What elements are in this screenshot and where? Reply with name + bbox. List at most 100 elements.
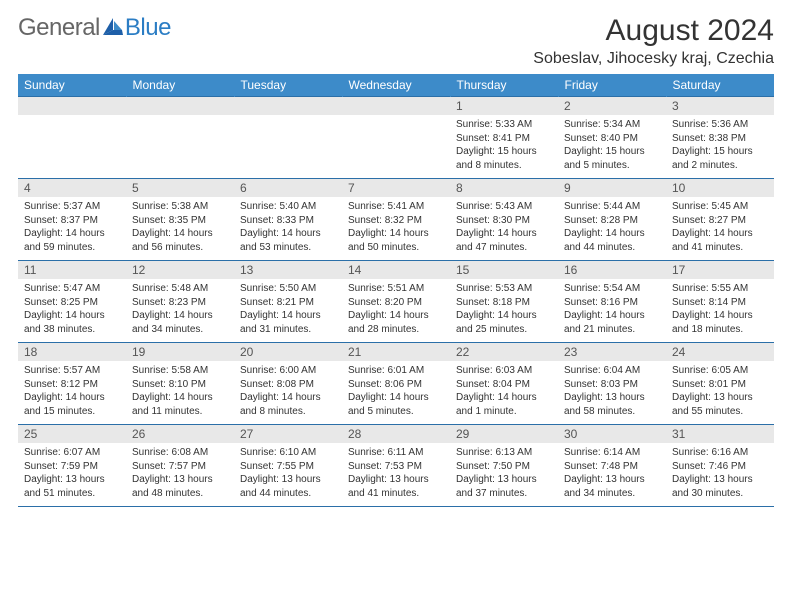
day-data-line: Sunset: 8:04 PM: [456, 378, 552, 392]
day-data-line: Daylight: 13 hours: [456, 473, 552, 487]
day-number: 12: [126, 261, 234, 280]
day-data-line: and 15 minutes.: [24, 405, 120, 419]
day-data: [126, 115, 234, 179]
brand-word-general: General: [18, 14, 100, 42]
day-data-line: Sunset: 7:46 PM: [672, 460, 768, 474]
day-data-line: and 18 minutes.: [672, 323, 768, 337]
day-data: Sunrise: 5:47 AMSunset: 8:25 PMDaylight:…: [18, 279, 126, 343]
day-data-line: Daylight: 14 hours: [24, 227, 120, 241]
day-data-line: Sunset: 7:57 PM: [132, 460, 228, 474]
day-data-line: and 38 minutes.: [24, 323, 120, 337]
day-data-line: Daylight: 15 hours: [456, 145, 552, 159]
day-number: 10: [666, 179, 774, 198]
day-data-line: and 53 minutes.: [240, 241, 336, 255]
day-data-line: and 41 minutes.: [348, 487, 444, 501]
day-data-line: and 5 minutes.: [348, 405, 444, 419]
day-data-line: and 37 minutes.: [456, 487, 552, 501]
day-data-line: and 56 minutes.: [132, 241, 228, 255]
day-data-line: Sunset: 7:48 PM: [564, 460, 660, 474]
day-data-line: Sunset: 8:28 PM: [564, 214, 660, 228]
page-header: General Blue August 2024 Sobeslav, Jihoc…: [18, 14, 774, 68]
day-data-line: and 28 minutes.: [348, 323, 444, 337]
day-data-line: Sunrise: 5:57 AM: [24, 364, 120, 378]
day-data-line: Sunrise: 5:45 AM: [672, 200, 768, 214]
day-data-line: Sunset: 8:21 PM: [240, 296, 336, 310]
day-data-line: Sunrise: 5:58 AM: [132, 364, 228, 378]
day-data: Sunrise: 5:48 AMSunset: 8:23 PMDaylight:…: [126, 279, 234, 343]
dayhead-sat: Saturday: [666, 74, 774, 97]
week-data-row: Sunrise: 6:07 AMSunset: 7:59 PMDaylight:…: [18, 443, 774, 506]
brand-logo: General Blue: [18, 14, 171, 42]
day-data-line: Sunset: 7:50 PM: [456, 460, 552, 474]
title-block: August 2024 Sobeslav, Jihocesky kraj, Cz…: [533, 14, 774, 68]
day-number: 2: [558, 97, 666, 116]
day-data: Sunrise: 6:10 AMSunset: 7:55 PMDaylight:…: [234, 443, 342, 506]
day-number: [126, 97, 234, 116]
day-number: 9: [558, 179, 666, 198]
day-data: Sunrise: 5:55 AMSunset: 8:14 PMDaylight:…: [666, 279, 774, 343]
day-data-line: Daylight: 13 hours: [132, 473, 228, 487]
day-data-line: Daylight: 14 hours: [564, 227, 660, 241]
day-data-line: and 51 minutes.: [24, 487, 120, 501]
day-data: Sunrise: 6:04 AMSunset: 8:03 PMDaylight:…: [558, 361, 666, 425]
day-data: Sunrise: 5:34 AMSunset: 8:40 PMDaylight:…: [558, 115, 666, 179]
day-number: 22: [450, 343, 558, 362]
day-data-line: Daylight: 13 hours: [240, 473, 336, 487]
day-data-line: Sunset: 8:23 PM: [132, 296, 228, 310]
day-data-line: and 11 minutes.: [132, 405, 228, 419]
day-data-line: Sunset: 7:53 PM: [348, 460, 444, 474]
brand-sail-icon: [102, 17, 124, 37]
day-data-line: Sunrise: 5:41 AM: [348, 200, 444, 214]
location-label: Sobeslav, Jihocesky kraj, Czechia: [533, 50, 774, 68]
day-data-line: Sunrise: 5:54 AM: [564, 282, 660, 296]
day-data: Sunrise: 5:41 AMSunset: 8:32 PMDaylight:…: [342, 197, 450, 261]
day-data: Sunrise: 5:43 AMSunset: 8:30 PMDaylight:…: [450, 197, 558, 261]
calendar-page: General Blue August 2024 Sobeslav, Jihoc…: [0, 0, 792, 517]
day-data-line: Sunrise: 5:34 AM: [564, 118, 660, 132]
day-data-line: Daylight: 14 hours: [456, 391, 552, 405]
day-number: 21: [342, 343, 450, 362]
calendar-table: Sunday Monday Tuesday Wednesday Thursday…: [18, 74, 774, 506]
day-number: 15: [450, 261, 558, 280]
week-number-row: 45678910: [18, 179, 774, 198]
day-data-line: Sunrise: 6:00 AM: [240, 364, 336, 378]
day-number: 5: [126, 179, 234, 198]
day-data-line: and 59 minutes.: [24, 241, 120, 255]
day-data-line: Daylight: 14 hours: [348, 309, 444, 323]
day-data-line: Sunrise: 6:10 AM: [240, 446, 336, 460]
day-data-line: Sunrise: 5:38 AM: [132, 200, 228, 214]
brand-word-blue: Blue: [125, 14, 171, 42]
day-data-line: Sunrise: 5:50 AM: [240, 282, 336, 296]
month-title: August 2024: [533, 14, 774, 48]
day-data-line: Sunrise: 5:40 AM: [240, 200, 336, 214]
day-number: 25: [18, 425, 126, 444]
day-data-line: Sunset: 8:16 PM: [564, 296, 660, 310]
day-data-line: Daylight: 14 hours: [348, 227, 444, 241]
day-data-line: and 47 minutes.: [456, 241, 552, 255]
day-data-line: Sunrise: 6:01 AM: [348, 364, 444, 378]
day-data: Sunrise: 5:37 AMSunset: 8:37 PMDaylight:…: [18, 197, 126, 261]
week-number-row: 18192021222324: [18, 343, 774, 362]
day-data-line: Sunset: 8:10 PM: [132, 378, 228, 392]
day-data-line: Sunset: 8:03 PM: [564, 378, 660, 392]
day-data-line: Sunset: 8:30 PM: [456, 214, 552, 228]
day-data-line: Sunset: 8:14 PM: [672, 296, 768, 310]
day-data-line: Daylight: 14 hours: [240, 227, 336, 241]
day-data-line: Sunset: 7:59 PM: [24, 460, 120, 474]
day-data-line: Sunset: 8:41 PM: [456, 132, 552, 146]
day-data-line: Sunset: 8:40 PM: [564, 132, 660, 146]
day-data-line: Sunrise: 5:33 AM: [456, 118, 552, 132]
dayhead-sun: Sunday: [18, 74, 126, 97]
day-data-line: Sunset: 8:06 PM: [348, 378, 444, 392]
dayhead-mon: Monday: [126, 74, 234, 97]
day-data: Sunrise: 6:01 AMSunset: 8:06 PMDaylight:…: [342, 361, 450, 425]
day-data-line: Daylight: 14 hours: [564, 309, 660, 323]
day-data: Sunrise: 6:07 AMSunset: 7:59 PMDaylight:…: [18, 443, 126, 506]
day-data-line: Sunrise: 6:08 AM: [132, 446, 228, 460]
day-number: [342, 97, 450, 116]
day-number: 26: [126, 425, 234, 444]
day-number: 16: [558, 261, 666, 280]
day-data: Sunrise: 5:45 AMSunset: 8:27 PMDaylight:…: [666, 197, 774, 261]
day-number: 4: [18, 179, 126, 198]
day-data: Sunrise: 5:50 AMSunset: 8:21 PMDaylight:…: [234, 279, 342, 343]
